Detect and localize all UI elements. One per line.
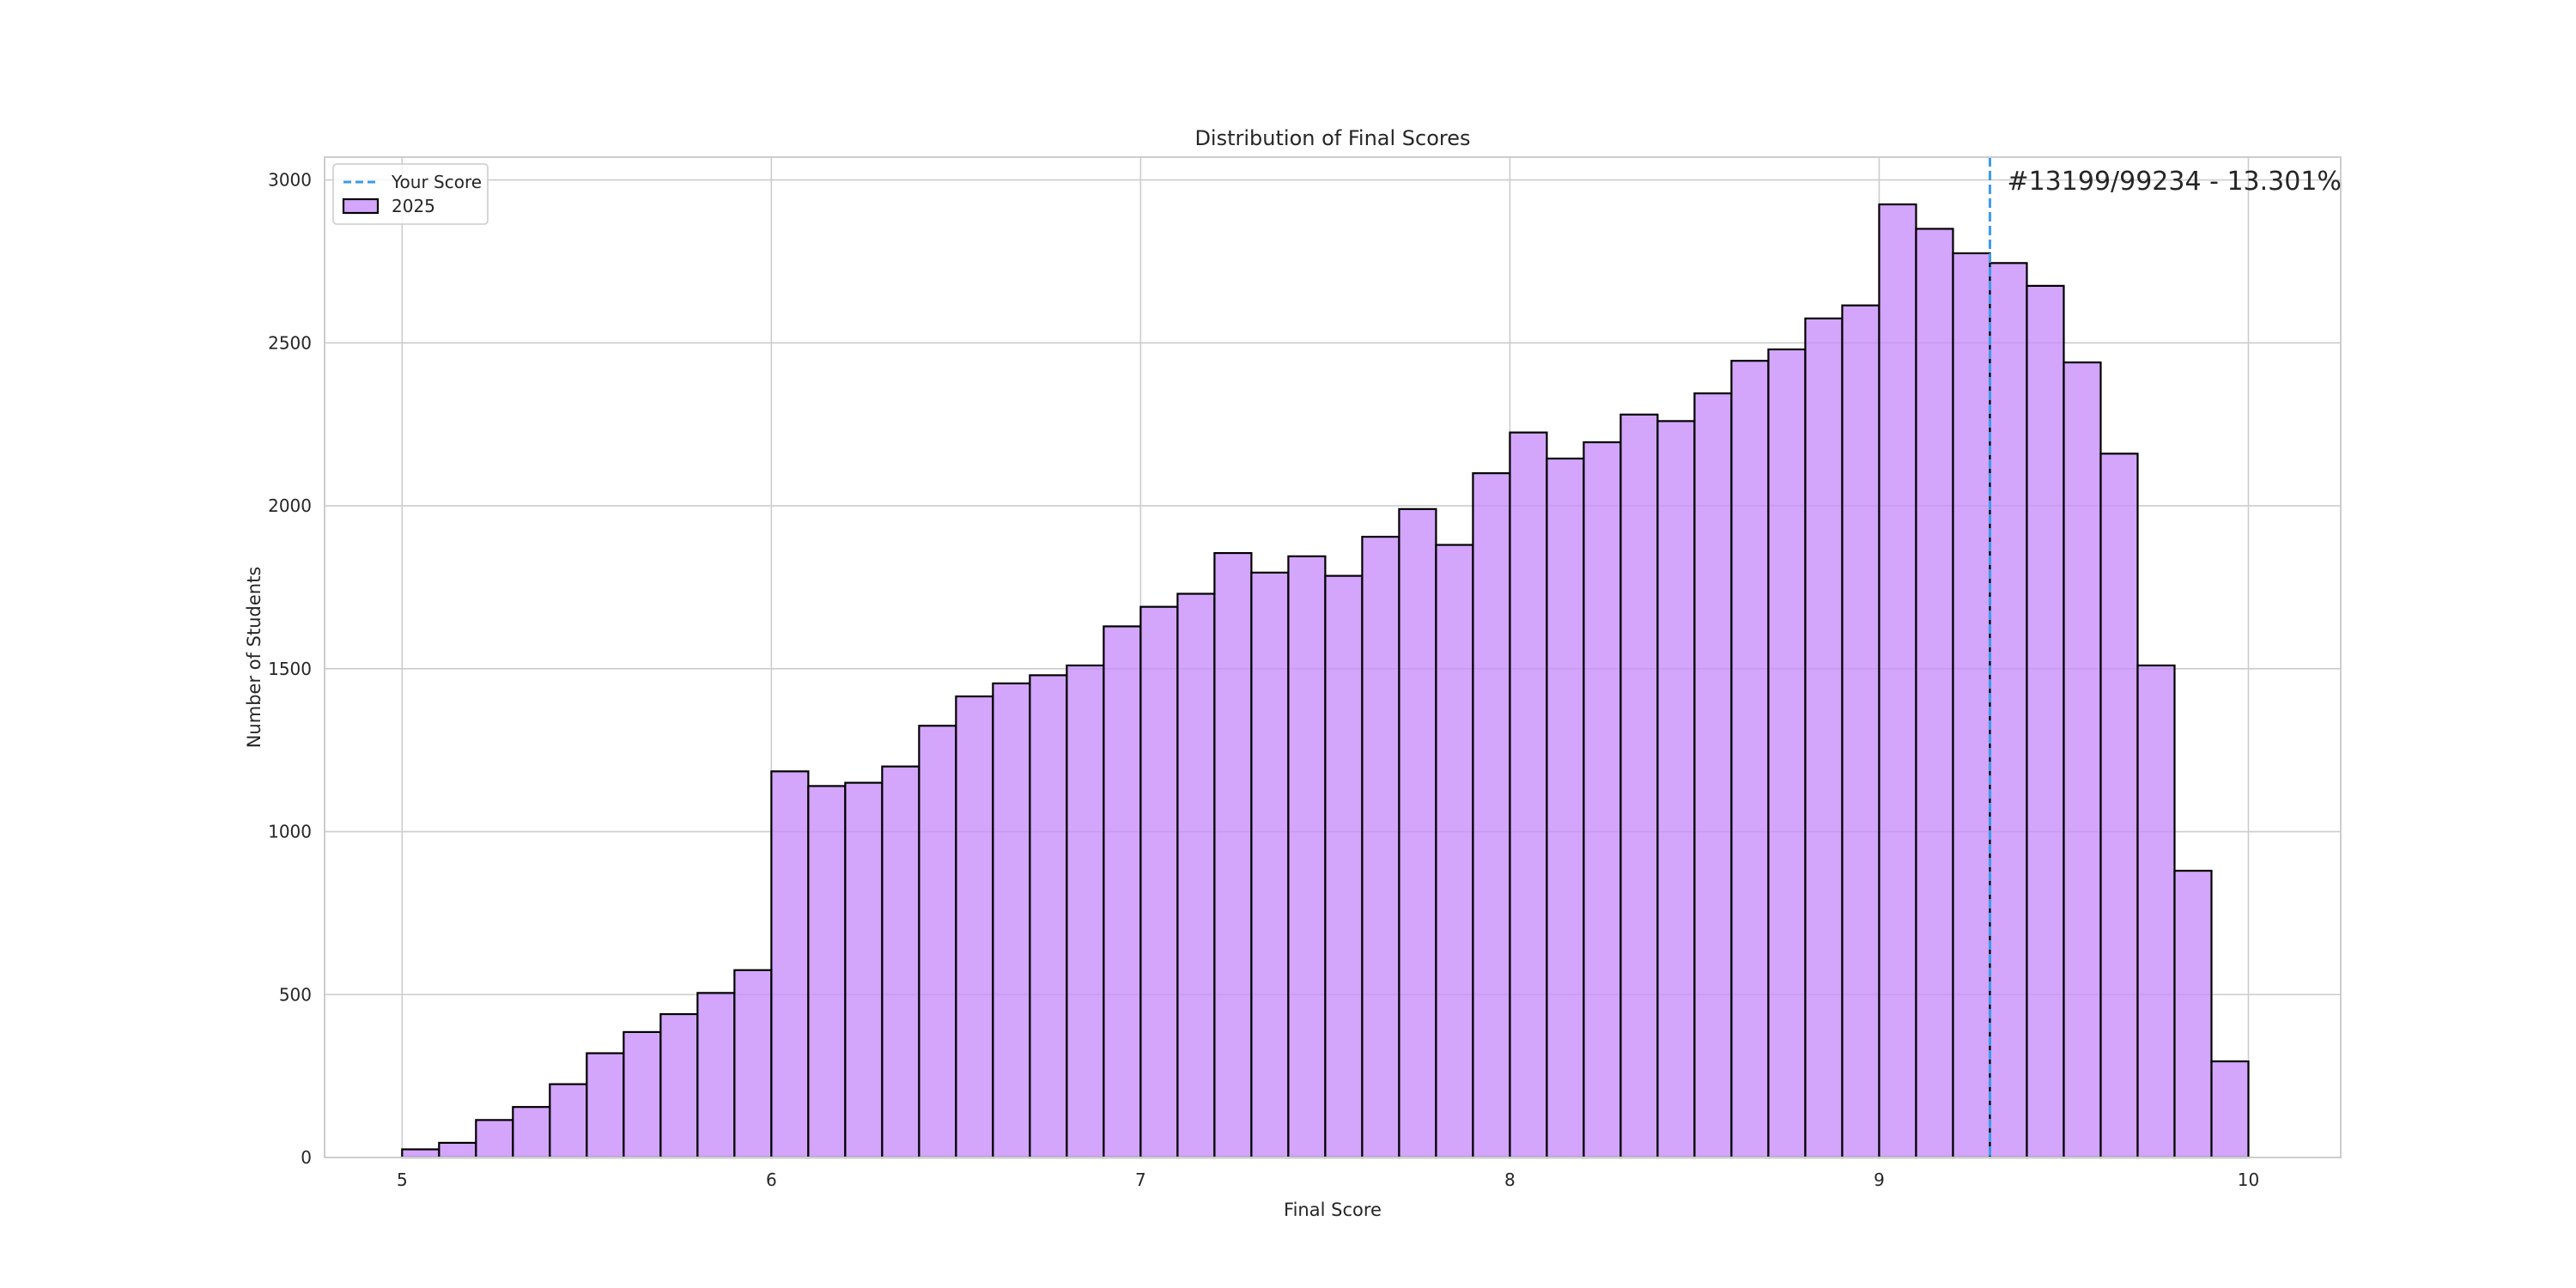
histogram-bar <box>1066 664 1105 1159</box>
histogram-bar <box>1324 574 1364 1159</box>
rank-annotation: #13199/99234 - 13.301% <box>2007 167 2342 197</box>
y-tick-label: 500 <box>279 984 312 1005</box>
histogram-bar <box>1029 674 1068 1159</box>
histogram-bar <box>2026 284 2065 1159</box>
histogram-bar <box>2173 869 2213 1159</box>
y-tick-label: 2500 <box>268 332 312 353</box>
x-tick-label: 5 <box>397 1170 408 1190</box>
plot-frame <box>324 156 2342 1158</box>
histogram-bar <box>1361 535 1400 1159</box>
histogram-bar <box>1693 392 1733 1159</box>
histogram-bar <box>696 992 736 1159</box>
histogram-bar <box>1250 571 1290 1159</box>
histogram-bar <box>807 785 847 1159</box>
histogram-bar <box>992 682 1031 1159</box>
histogram-bars <box>401 203 2250 1159</box>
x-tick-label: 9 <box>1874 1170 1885 1190</box>
legend-2025-label: 2025 <box>392 196 435 216</box>
histogram-bar <box>1915 228 1954 1159</box>
histogram-bar <box>1546 457 1585 1159</box>
histogram-bar <box>955 695 994 1159</box>
histogram-bar <box>1435 544 1474 1159</box>
histogram-bar <box>1804 317 1844 1159</box>
histogram-bar <box>1767 348 1807 1159</box>
legend-2025-swatch <box>342 197 380 215</box>
histogram-bar <box>1213 551 1253 1159</box>
histogram-bar <box>1656 420 1696 1159</box>
histogram-bar <box>586 1052 625 1159</box>
histogram-bar <box>1730 360 1770 1159</box>
x-axis-ticks: 5 6 7 8 9 10 <box>397 1170 2259 1190</box>
histogram-bar <box>2099 453 2139 1159</box>
histogram-bar <box>1583 440 1622 1159</box>
y-tick-label: 1000 <box>268 822 312 842</box>
legend-your-score-label: Your Score <box>391 172 482 192</box>
histogram-bar <box>1287 555 1327 1159</box>
histogram-bar <box>770 770 810 1159</box>
y-tick-label: 1500 <box>268 659 312 679</box>
histogram-bar <box>844 781 884 1159</box>
histogram-bar <box>1841 304 1880 1159</box>
histogram-bar <box>659 1012 699 1159</box>
histogram-bar <box>512 1106 551 1159</box>
x-axis-label: Final Score <box>1284 1200 1382 1220</box>
histogram-bar <box>401 1148 440 1159</box>
chart-title: Distribution of Final Scores <box>1194 126 1470 150</box>
x-tick-label: 6 <box>766 1170 777 1190</box>
histogram-bar <box>918 725 957 1159</box>
x-tick-label: 8 <box>1504 1170 1516 1190</box>
y-tick-label: 0 <box>301 1147 312 1168</box>
y-tick-label: 3000 <box>268 170 312 191</box>
histogram-bar <box>881 765 920 1159</box>
y-axis-label: Number of Students <box>244 567 264 749</box>
histogram-bar <box>2063 361 2102 1159</box>
histogram-bar <box>1472 471 1511 1159</box>
x-tick-label: 10 <box>2238 1170 2259 1190</box>
histogram-bar <box>1619 413 1659 1159</box>
y-axis-ticks: 0 500 1000 1500 2000 2500 3000 <box>268 170 312 1168</box>
histogram-bar <box>549 1083 588 1159</box>
histogram-bar <box>1989 262 2028 1159</box>
histogram-bar <box>475 1119 514 1159</box>
histogram-bar <box>2210 1060 2250 1159</box>
histogram-bar <box>1878 203 1917 1159</box>
histogram-bar <box>1398 507 1437 1159</box>
histogram-bar <box>733 969 773 1159</box>
histogram-bar <box>2136 664 2176 1159</box>
histogram-bar <box>1952 252 1991 1159</box>
histogram-bar <box>623 1030 662 1159</box>
histogram-bar <box>1509 431 1548 1159</box>
histogram-bar <box>1176 592 1216 1159</box>
x-tick-label: 7 <box>1135 1170 1146 1190</box>
legend: Your Score 2025 <box>332 163 489 225</box>
y-tick-label: 2000 <box>268 495 312 516</box>
histogram-bar <box>1103 625 1142 1159</box>
histogram-bar <box>438 1141 477 1159</box>
histogram-bar <box>1139 605 1179 1159</box>
